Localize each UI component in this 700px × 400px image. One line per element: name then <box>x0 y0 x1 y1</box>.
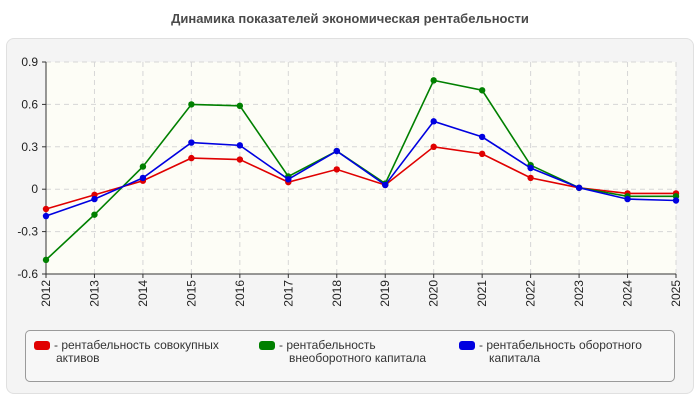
legend-swatch-working-capital <box>459 341 475 350</box>
legend-swatch-fixed-capital <box>259 341 275 350</box>
x-tick-label: 2016 <box>233 280 247 307</box>
y-tick-label: 0 <box>31 182 38 196</box>
data-point <box>91 211 98 218</box>
legend-item-total-assets: - рентабельность совокупных активов <box>34 339 219 365</box>
data-point <box>478 133 486 141</box>
series-line <box>45 145 676 210</box>
data-point <box>430 143 437 150</box>
x-tick-labels: 2012 2013 2014 2015 2016 2017 2018 2019 2020 2021… <box>39 280 683 307</box>
x-tick-label: 2015 <box>184 280 198 307</box>
y-tick-label: 0.3 <box>21 140 38 154</box>
y-tick-label: -0.3 <box>17 225 38 239</box>
data-point <box>527 164 534 172</box>
data-point <box>42 205 50 213</box>
y-tick-label: 0.6 <box>21 97 38 111</box>
legend-item-working-capital: - рентабельность оборотного капитала <box>459 339 642 365</box>
legend-label-line: внеоборотного капитала <box>289 351 426 365</box>
data-point <box>430 118 437 125</box>
data-point <box>527 174 534 182</box>
legend-item-fixed-capital: - рентабельность внеоборотного капитала <box>259 339 426 365</box>
legend-label-line: - рентабельность <box>279 338 376 352</box>
legend-label-total-assets: - рентабельность совокупных активов <box>54 339 219 365</box>
data-point <box>382 181 389 189</box>
x-tick-label: 2025 <box>669 280 683 307</box>
x-tick-label: 2022 <box>524 280 538 307</box>
data-point <box>139 163 147 170</box>
data-point <box>139 174 147 182</box>
data-point <box>188 154 195 162</box>
data-point <box>236 142 244 149</box>
gridlines <box>46 61 677 274</box>
series-3 <box>42 118 680 220</box>
data-point <box>91 195 98 203</box>
legend-label-working-capital: - рентабельность оборотного капитала <box>479 339 642 365</box>
data-point <box>430 77 437 84</box>
legend-label-line: - рентабельность совокупных <box>54 338 219 352</box>
series-layer <box>42 77 680 264</box>
x-tick-label: 2017 <box>281 280 295 307</box>
data-point <box>575 184 583 191</box>
x-tick-label: 2018 <box>330 280 344 307</box>
chart-title: Динамика показателей экономическая рента… <box>171 11 529 26</box>
x-tick-label: 2020 <box>427 280 441 307</box>
legend-label-line: капитала <box>489 351 541 365</box>
y-tick-label: -0.6 <box>17 267 38 281</box>
legend-label-line: - рентабельность оборотного <box>479 338 642 352</box>
data-point <box>333 166 340 173</box>
data-point <box>188 101 195 108</box>
x-tick-label: 2012 <box>39 280 53 307</box>
data-point <box>285 176 292 183</box>
axes <box>42 61 677 278</box>
data-point <box>42 256 50 264</box>
data-point <box>42 212 50 220</box>
data-point <box>672 197 680 204</box>
data-point <box>478 150 486 158</box>
legend-swatch-total-assets <box>34 341 50 350</box>
data-point <box>188 139 195 146</box>
data-point <box>478 87 486 94</box>
x-tick-label: 2024 <box>621 280 635 307</box>
series-line <box>45 120 677 217</box>
data-point <box>236 102 244 110</box>
x-tick-label: 2019 <box>378 280 392 307</box>
legend: - рентабельность совокупных активов - ре… <box>25 330 675 382</box>
x-tick-label: 2014 <box>136 280 150 307</box>
x-tick-label: 2013 <box>87 280 101 307</box>
data-point <box>624 195 631 203</box>
data-point <box>236 156 244 163</box>
x-tick-label: 2021 <box>475 280 489 307</box>
legend-label-line: активов <box>56 351 100 365</box>
data-point <box>333 147 340 155</box>
x-tick-label: 2023 <box>572 280 586 307</box>
legend-label-fixed-capital: - рентабельность внеоборотного капитала <box>279 339 426 365</box>
y-tick-labels: -0.6 -0.3 0 0.3 0.6 0.9 <box>17 55 38 281</box>
y-tick-label: 0.9 <box>21 55 38 69</box>
